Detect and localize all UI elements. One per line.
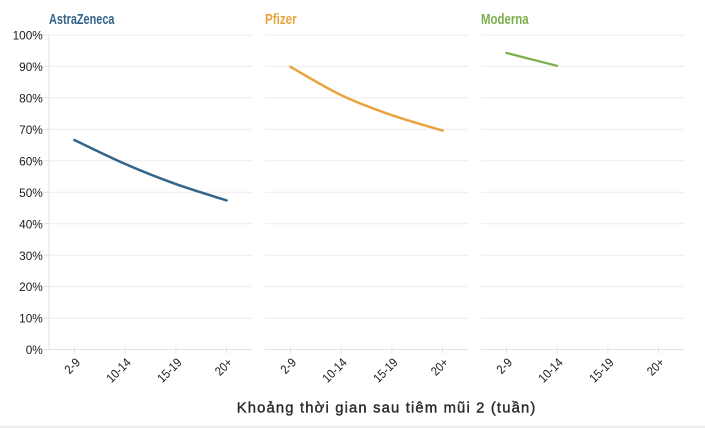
svg-text:0%: 0% — [26, 343, 44, 357]
svg-text:30%: 30% — [19, 249, 43, 263]
svg-text:Khoảng thời gian sau tiêm mũi: Khoảng thời gian sau tiêm mũi 2 (tuần) — [237, 401, 536, 417]
svg-text:100%: 100% — [13, 29, 44, 43]
svg-text:Moderna: Moderna — [481, 12, 529, 28]
svg-text:90%: 90% — [19, 60, 43, 74]
svg-text:40%: 40% — [19, 217, 43, 231]
svg-text:20%: 20% — [19, 280, 43, 294]
svg-text:10%: 10% — [19, 312, 43, 326]
svg-text:80%: 80% — [19, 92, 43, 106]
svg-text:60%: 60% — [19, 154, 43, 168]
svg-text:Pfizer: Pfizer — [265, 12, 297, 28]
svg-text:50%: 50% — [19, 186, 43, 200]
svg-text:70%: 70% — [19, 123, 43, 137]
svg-text:AstraZeneca: AstraZeneca — [49, 12, 115, 28]
